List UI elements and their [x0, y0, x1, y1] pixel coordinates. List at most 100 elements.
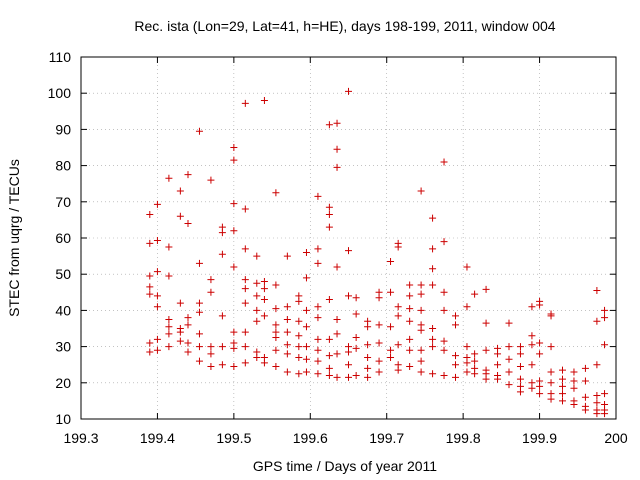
data-point	[195, 299, 203, 307]
data-point	[176, 212, 184, 220]
data-point	[153, 268, 161, 276]
data-point	[394, 243, 402, 251]
data-point	[260, 312, 268, 320]
data-point	[146, 290, 154, 298]
data-point	[253, 317, 261, 325]
data-point	[375, 339, 383, 347]
data-point	[547, 395, 555, 403]
data-point	[302, 368, 310, 376]
data-point	[394, 303, 402, 311]
data-point	[593, 317, 601, 325]
data-point	[260, 359, 268, 367]
data-point	[463, 303, 471, 311]
data-point	[272, 346, 280, 354]
data-point	[333, 163, 341, 171]
data-point	[570, 368, 578, 376]
data-point	[528, 341, 536, 349]
data-point	[536, 301, 544, 309]
data-point	[345, 292, 352, 300]
data-point	[195, 308, 203, 316]
data-point	[253, 353, 261, 361]
data-point	[176, 337, 184, 345]
data-point	[536, 382, 544, 390]
data-point	[516, 350, 524, 358]
data-point	[406, 292, 414, 300]
data-point	[207, 350, 215, 358]
data-point	[325, 372, 333, 380]
x-tick-label: 199.8	[446, 430, 481, 446]
data-point	[429, 335, 437, 343]
data-point	[176, 187, 184, 195]
data-point	[471, 370, 479, 378]
data-point	[153, 237, 161, 245]
data-point	[195, 343, 203, 351]
data-point	[375, 321, 383, 329]
data-point	[283, 315, 291, 323]
data-point	[440, 288, 448, 296]
data-point	[153, 335, 161, 343]
data-point	[176, 328, 184, 336]
data-point	[314, 346, 322, 354]
data-point	[536, 350, 544, 358]
data-point	[218, 229, 226, 237]
x-tick-label: 199.5	[216, 430, 251, 446]
data-point	[195, 357, 203, 365]
data-point	[581, 406, 589, 414]
data-point	[165, 343, 173, 351]
data-point	[272, 334, 280, 342]
y-tick-label: 40	[55, 302, 71, 318]
data-point	[387, 258, 395, 266]
data-point	[345, 87, 352, 95]
data-point	[153, 292, 161, 300]
data-point	[153, 200, 161, 208]
data-point	[295, 343, 303, 351]
data-point	[165, 315, 173, 323]
data-point	[184, 339, 192, 347]
data-point	[516, 375, 524, 383]
y-tick-label: 20	[55, 375, 71, 391]
data-point	[272, 363, 280, 371]
data-point	[241, 99, 249, 107]
data-point	[253, 252, 261, 260]
chart-title: Rec. ista (Lon=29, Lat=41, h=HE), days 1…	[134, 18, 555, 34]
data-point	[406, 281, 414, 289]
data-point	[241, 343, 249, 351]
y-tick-label: 10	[55, 411, 71, 427]
data-point	[352, 334, 360, 342]
data-point	[230, 200, 238, 208]
data-point	[505, 319, 513, 327]
data-point	[494, 361, 502, 369]
data-point	[494, 350, 502, 358]
data-point	[581, 377, 589, 385]
data-point	[364, 323, 372, 331]
data-point	[207, 343, 215, 351]
data-point	[417, 281, 425, 289]
data-point	[505, 355, 513, 363]
data-point	[295, 332, 303, 340]
data-point	[241, 328, 249, 336]
data-point	[593, 410, 601, 418]
data-point	[207, 363, 215, 371]
data-point	[146, 239, 154, 247]
data-point	[482, 346, 490, 354]
data-point	[352, 372, 360, 380]
data-point	[452, 352, 459, 360]
data-point	[547, 312, 555, 320]
data-point	[406, 346, 414, 354]
y-tick-label: 80	[55, 158, 71, 174]
data-point	[516, 343, 524, 351]
data-point	[165, 272, 173, 280]
data-point	[283, 303, 291, 311]
data-point	[417, 326, 425, 334]
y-tick-label: 70	[55, 194, 71, 210]
data-point	[394, 366, 402, 374]
data-point	[218, 343, 226, 351]
data-point	[559, 382, 566, 390]
data-point	[429, 214, 437, 222]
data-point	[314, 259, 322, 267]
y-tick-label: 110	[49, 49, 72, 65]
data-point	[601, 410, 609, 418]
data-point	[272, 281, 280, 289]
data-point	[260, 277, 268, 285]
